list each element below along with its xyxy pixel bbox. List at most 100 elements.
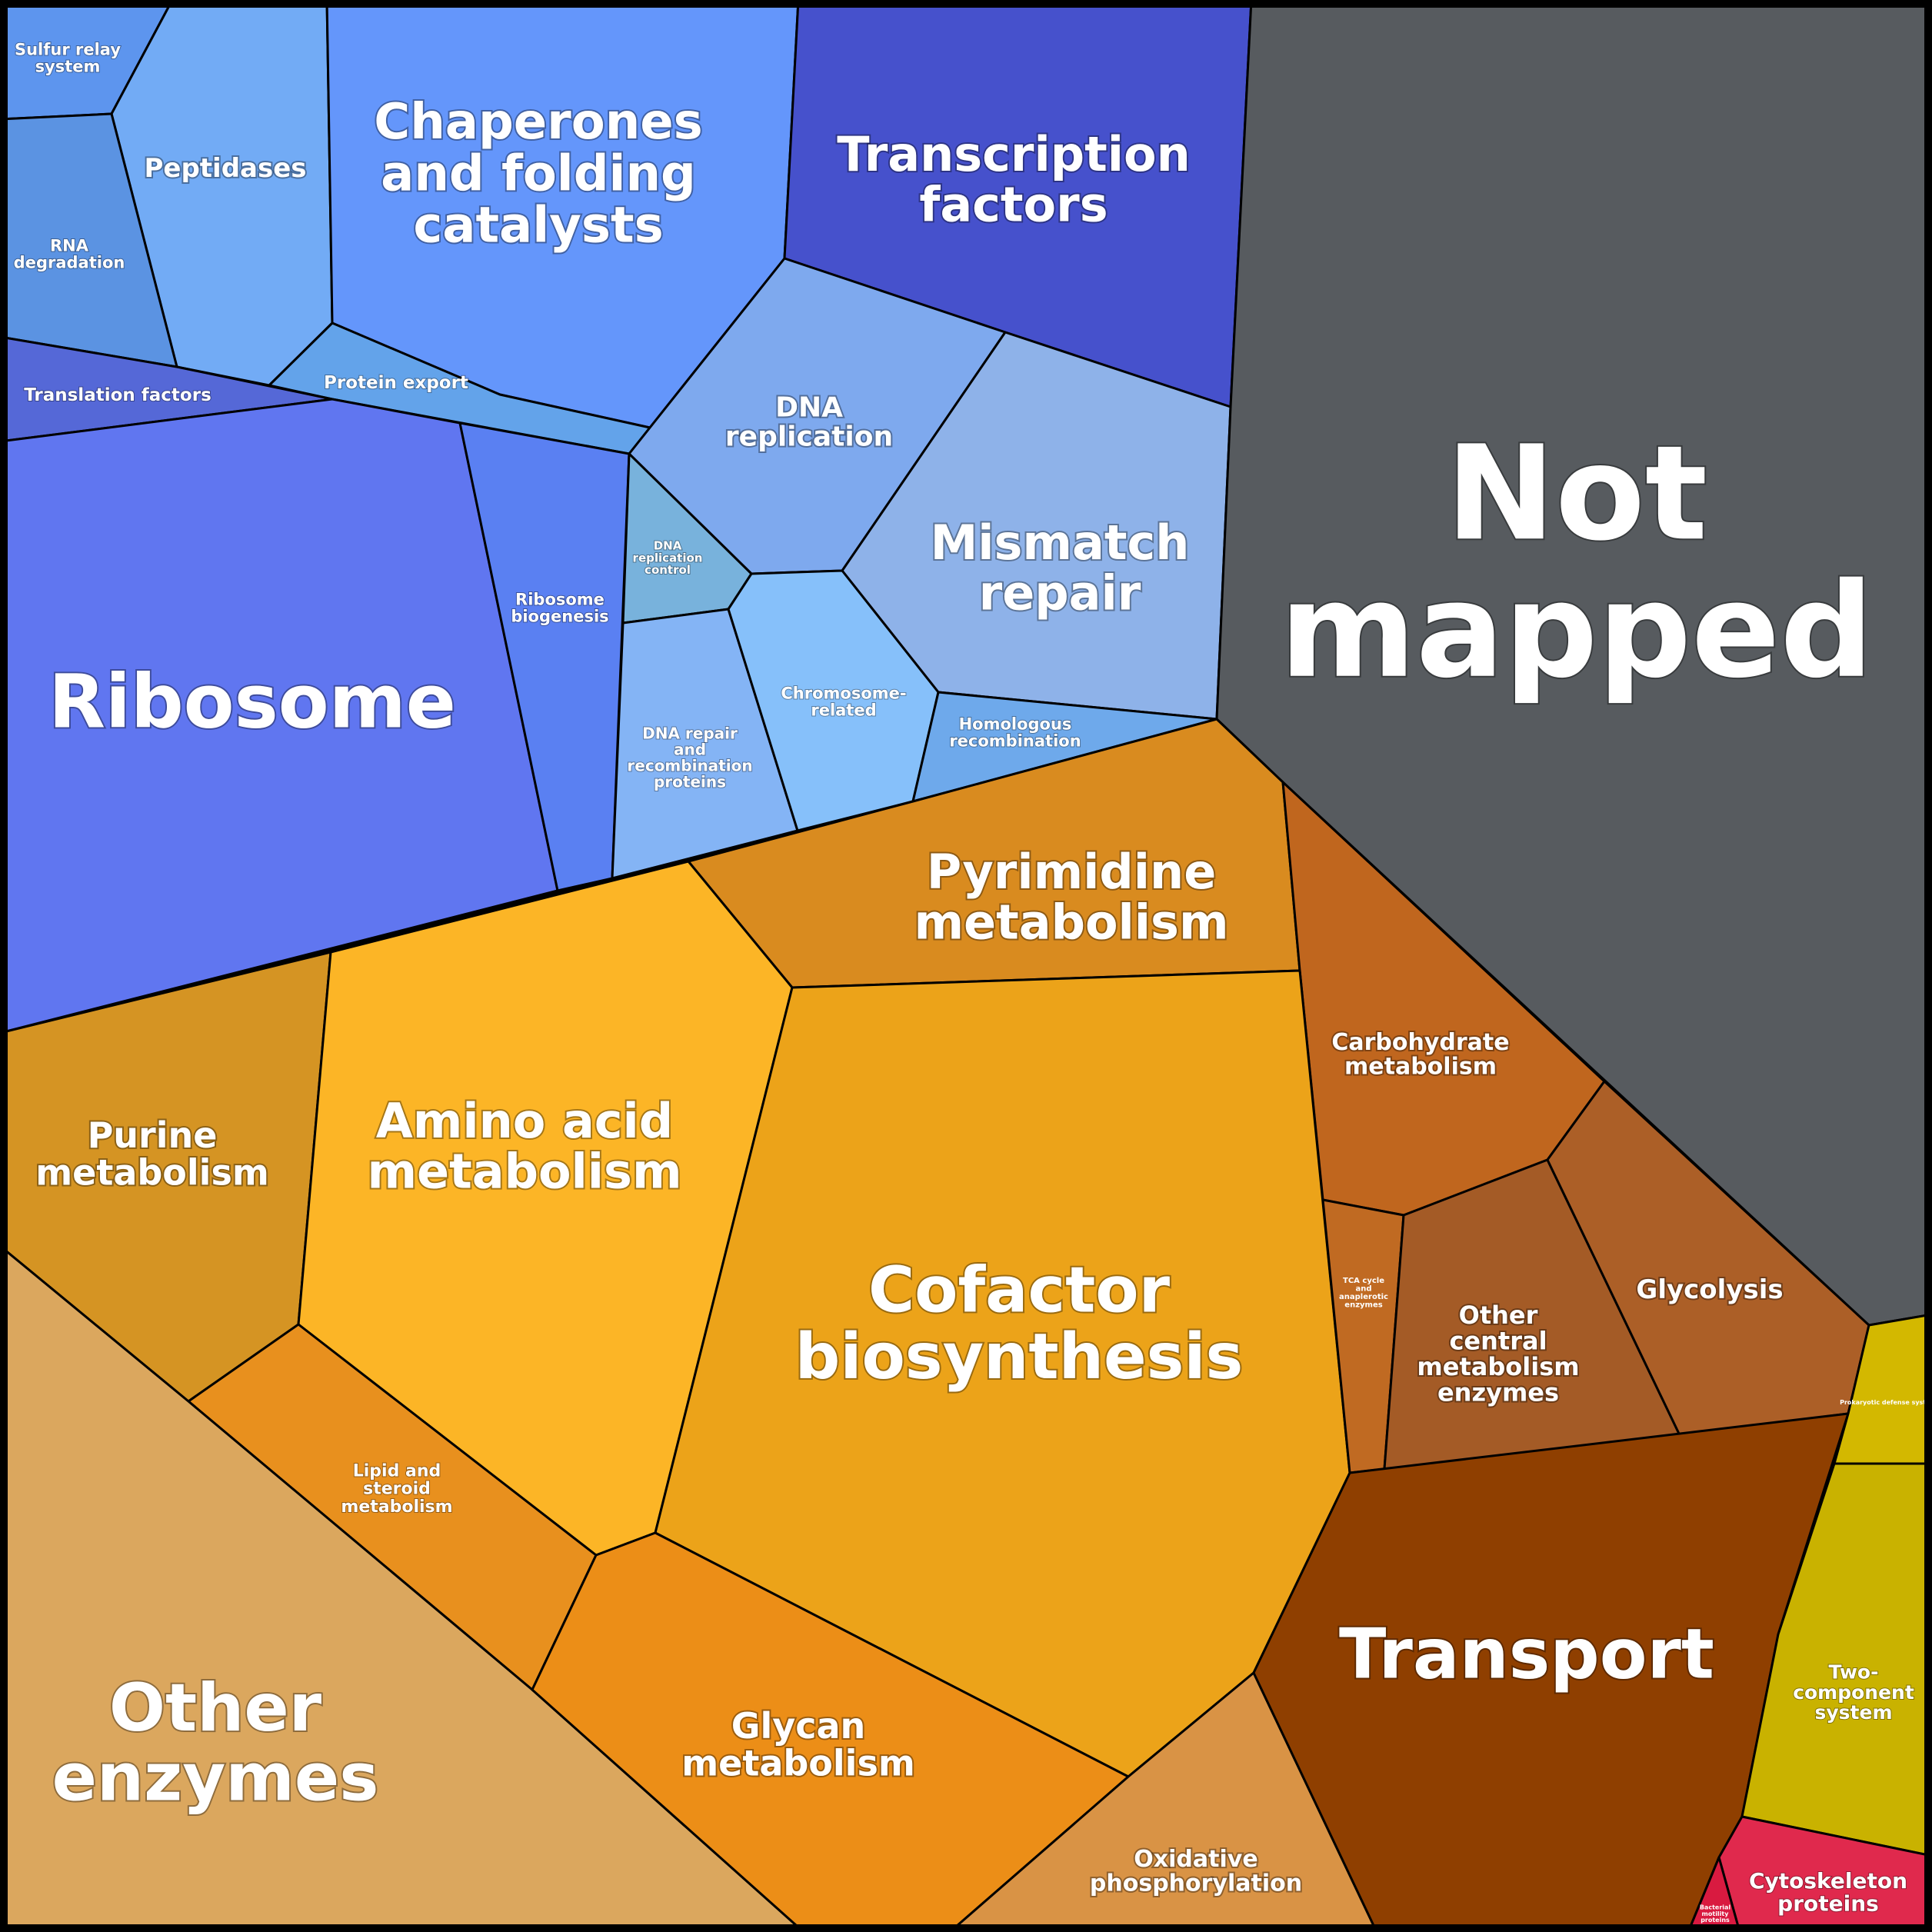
mismatch-repair-label-line: repair: [979, 565, 1141, 621]
other-enzymes-label-line: enzymes: [52, 1739, 379, 1816]
chaperones-and-folding-catalysts-label-line: Chaperones: [374, 94, 703, 151]
ribosome-biogenesis-label: Ribosome biogenesis: [511, 590, 608, 625]
glycan-metabolism-label: Glycan metabolism: [681, 1705, 915, 1784]
prokaryotic-defense-system-label: Prokaryotic defense system: [1840, 1399, 1932, 1406]
other-central-metabolism-enzymes-label-line: Other: [1459, 1301, 1538, 1330]
homologous-recombination-label-line: Homologous: [959, 715, 1072, 733]
rna-degradation-label: RNA degradation: [14, 236, 125, 271]
tca-cycle-and-anaplerotic-enzymes-label-line: enzymes: [1344, 1301, 1382, 1309]
not-mapped-label: Not mapped: [1280, 418, 1874, 708]
tca-cycle-and-anaplerotic-enzymes-label-line: and: [1355, 1284, 1371, 1293]
chaperones-and-folding-catalysts-label-line: catalysts: [413, 198, 663, 255]
not-mapped-label-line: mapped: [1280, 555, 1874, 708]
glycan-metabolism-cell: [531, 1531, 1130, 1932]
other-enzymes-label-line: Other: [109, 1670, 322, 1747]
transport-label-line: Transport: [1339, 1614, 1714, 1695]
glycan-metabolism-label-line: Glycan: [731, 1705, 866, 1747]
tca-cycle-and-anaplerotic-enzymes-label: TCA cycle and anaplerotic enzymes: [1339, 1277, 1388, 1310]
dna-replication-label: DNA replication: [725, 392, 893, 453]
translation-factors-label: Translation factors: [24, 385, 212, 405]
dna-replication-control-label: DNA replication control: [633, 539, 703, 578]
protein-export-label: Protein export: [324, 373, 468, 393]
oxidative-phosphorylation-cell: [948, 1671, 1378, 1932]
ribosome-biogenesis-label-line: Ribosome: [515, 590, 605, 608]
prokaryotic-defense-system-label-line: Prokaryotic defense system: [1840, 1399, 1932, 1406]
amino-acid-metabolism-label: Amino acid metabolism: [367, 1093, 681, 1199]
dna-replication-label-line: DNA: [775, 392, 843, 424]
glycolysis-label: Glycolysis: [1636, 1274, 1783, 1305]
cytoskeleton-proteins-label-line: Cytoskeleton: [1749, 1868, 1907, 1894]
rna-degradation-label-line: degradation: [14, 253, 125, 271]
protein-export-label-line: Protein export: [324, 373, 468, 393]
sulfur-relay-system-label: Sulfur relay system: [15, 40, 121, 75]
carbohydrate-metabolism-label-line: Carbohydrate: [1331, 1029, 1509, 1056]
dna-repair-and-recombination-proteins-label-line: recombination: [627, 757, 752, 775]
not-mapped-label-line: Not: [1446, 418, 1707, 570]
dna-repair-and-recombination-proteins-label: DNA repair and recombination proteins: [627, 724, 752, 791]
oxidative-phosphorylation-label-line: Oxidative: [1134, 1846, 1257, 1873]
other-enzymes-label: Other enzymes: [52, 1670, 379, 1816]
glycan-metabolism-label-line: metabolism: [681, 1742, 915, 1784]
dna-replication-control-label-line: replication: [633, 551, 703, 565]
ribosome-label: Ribosome: [48, 659, 456, 745]
dna-replication-control-label-line: DNA: [654, 539, 682, 553]
glycolysis-label-line: Glycolysis: [1636, 1274, 1783, 1305]
mismatch-repair-label-line: Mismatch: [931, 515, 1190, 571]
lipid-and-steroid-metabolism-label-line: steroid: [363, 1480, 431, 1499]
chromosome-related-label: Chromosome-related: [781, 684, 906, 719]
two-component-system-label-line: component: [1793, 1681, 1914, 1704]
dna-repair-and-recombination-proteins-label-line: and: [674, 741, 706, 759]
purine-metabolism-label: Purine metabolism: [35, 1114, 269, 1193]
pyrimidine-metabolism-label-line: metabolism: [914, 894, 1228, 950]
sulfur-relay-system-label-line: Sulfur relay: [15, 40, 121, 58]
two-component-system-label-line: system: [1814, 1701, 1892, 1724]
chaperones-and-folding-catalysts-label-line: and folding: [381, 145, 696, 202]
sulfur-relay-system-label-line: system: [35, 57, 101, 75]
peptidases-label: Peptidases: [144, 153, 306, 184]
chromosome-related-label-line: related: [811, 701, 876, 719]
bacterial-motility-proteins-label: Bacterial motility proteins: [1700, 1904, 1731, 1924]
homologous-recombination-label: Homologous recombination: [949, 715, 1081, 750]
lipid-and-steroid-metabolism-label-line: metabolism: [341, 1497, 452, 1517]
lipid-and-steroid-metabolism-label: Lipid and steroid metabolism: [341, 1462, 452, 1517]
oxidative-phosphorylation-label: Oxidative phosphorylation: [1090, 1846, 1302, 1897]
translation-factors-label-line: Translation factors: [24, 385, 212, 405]
amino-acid-metabolism-label-line: Amino acid: [376, 1093, 673, 1149]
transport-label: Transport: [1339, 1614, 1714, 1695]
ribosome-label-line: Ribosome: [48, 659, 456, 745]
dna-replication-control-label-line: control: [645, 563, 691, 577]
other-central-metabolism-enzymes-label: Other central metabolism enzymes: [1417, 1301, 1579, 1407]
peptidases-label-line: Peptidases: [144, 153, 306, 184]
transcription-factors-label-line: factors: [919, 176, 1108, 232]
tca-cycle-and-anaplerotic-enzymes-label-line: anaplerotic: [1339, 1293, 1388, 1301]
chaperones-and-folding-catalysts-label: Chaperones and folding catalysts: [374, 94, 703, 254]
pyrimidine-metabolism-label: Pyrimidine metabolism: [914, 844, 1228, 950]
oxidative-phosphorylation-label-line: phosphorylation: [1090, 1870, 1302, 1897]
chromosome-related-label-line: Chromosome-: [781, 684, 906, 702]
carbohydrate-metabolism-label-line: metabolism: [1344, 1053, 1497, 1080]
carbohydrate-metabolism-label: Carbohydrate metabolism: [1331, 1029, 1509, 1081]
bacterial-motility-proteins-cell: [1687, 1856, 1741, 1932]
other-central-metabolism-enzymes-label-line: enzymes: [1437, 1378, 1559, 1407]
amino-acid-metabolism-label-line: metabolism: [367, 1143, 681, 1199]
other-central-metabolism-enzymes-label-line: metabolism: [1417, 1352, 1579, 1381]
dna-repair-and-recombination-proteins-label-line: proteins: [654, 773, 726, 791]
cytoskeleton-proteins-label-line: proteins: [1777, 1891, 1879, 1917]
tca-cycle-and-anaplerotic-enzymes-label-line: TCA cycle: [1343, 1277, 1384, 1285]
cytoskeleton-proteins-label: Cytoskeleton proteins: [1749, 1868, 1907, 1916]
mismatch-repair-label: Mismatch repair: [931, 515, 1190, 621]
bacterial-motility-proteins-label-line: Bacterial: [1700, 1904, 1731, 1910]
two-component-system-label-line: Two-: [1829, 1661, 1879, 1684]
transcription-factors-label: Transcription factors: [837, 126, 1191, 232]
dna-repair-and-recombination-proteins-label-line: DNA repair: [642, 724, 738, 743]
cofactor-biosynthesis-label-line: Cofactor: [868, 1254, 1171, 1327]
transcription-factors-label-line: Transcription: [837, 126, 1191, 182]
cofactor-biosynthesis-label-line: biosynthesis: [795, 1321, 1244, 1394]
dna-replication-label-line: replication: [725, 421, 893, 453]
purine-metabolism-label-line: metabolism: [35, 1151, 269, 1193]
other-central-metabolism-enzymes-label-line: central: [1449, 1326, 1547, 1355]
lipid-and-steroid-metabolism-label-line: Lipid and: [353, 1462, 441, 1481]
rna-degradation-label-line: RNA: [50, 236, 89, 255]
